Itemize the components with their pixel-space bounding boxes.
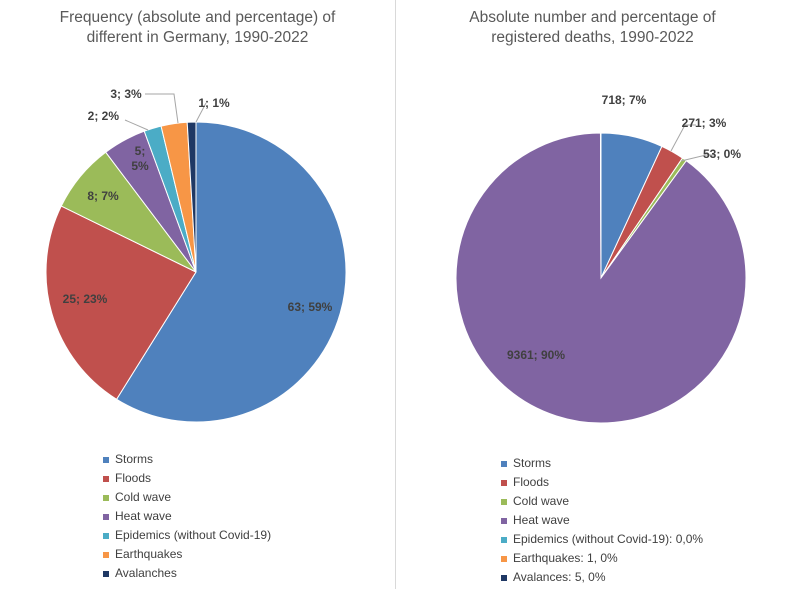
legend-label: Storms [115,452,154,466]
legend-swatch [103,494,109,501]
legend-swatch [103,570,109,577]
legend-item-cold-wave: Cold wave [501,492,703,511]
chart-title: Absolute number and percentage of regist… [396,8,789,48]
data-label-heat-wave: 9361; 90% [507,348,565,362]
legend-swatch [501,574,507,581]
legend-item-floods: Floods [103,469,271,488]
legend-item-storms: Storms [501,454,703,473]
leader-line-epidemics-without-covid-19 [124,119,149,131]
legend-swatch [501,517,507,524]
legend-label: Cold wave [513,494,570,508]
legend-swatch [103,456,109,463]
pie-chart-deaths: 718; 7% 271; 3% 53; 0% 9361; 90% [455,93,747,424]
chart-title-line-1: Absolute number and percentage of [469,9,716,26]
data-label-floods: 271; 3% [682,116,727,130]
legend-label: Epidemics (without Covid-19): 0,0% [513,532,704,546]
legend-label: Earthquakes [115,547,183,561]
legend-item-heat-wave: Heat wave [501,511,703,530]
data-label-avalanches: 1; 1% [198,96,230,110]
legend-item-earthquakes: Earthquakes: 1, 0% [501,549,703,568]
leader-line-earthquakes [145,93,179,124]
legend: Storms Floods Cold wave Heat wave Epidemics … [501,454,703,587]
panel-divider [395,0,396,589]
legend-swatch [103,551,109,558]
legend-item-epidemics-without-covid-19: Epidemics (without Covid-19) [103,526,271,545]
pie-slice-floods [45,205,197,400]
legend-swatch [103,475,109,482]
data-label-heat-wave: 5; 5% [131,144,149,173]
legend-label: Heat wave [115,509,172,523]
legend-swatch [501,555,507,562]
data-label-floods: 25; 23% [63,292,108,306]
legend-item-earthquakes: Earthquakes [103,545,271,564]
legend-label: Cold wave [115,490,172,504]
legend-item-storms: Storms [103,450,271,469]
legend-swatch [501,498,507,505]
legend-label: Floods [513,475,550,489]
data-label-epidemics-without-covid-19: 2; 2% [88,109,120,123]
leader-line-floods [670,124,696,152]
chart-title: Frequency (absolute and percentage) of d… [0,8,395,48]
chart-deaths: Absolute number and percentage of regist… [396,0,789,589]
legend: Storms Floods Cold wave Heat wave Epidemics … [103,450,271,583]
legend-item-cold-wave: Cold wave [103,488,271,507]
legend-item-epidemics-without-covid-19: Epidemics (without Covid-19): 0,0% [501,530,703,549]
chart-title-line-1: Frequency (absolute and percentage) of [59,9,336,26]
legend-item-avalanches: Avalanches [103,564,271,583]
legend-label: Heat wave [513,513,570,527]
chart-title-line-2: different in Germany, 1990-2022 [86,29,309,46]
leader-line-cold-wave [680,154,714,162]
legend-item-heat-wave: Heat wave [103,507,271,526]
data-label-cold-wave: 8; 7% [87,189,119,203]
legend-label: Storms [513,456,552,470]
legend-swatch [103,513,109,520]
pie-slice-avalanches [186,121,197,273]
data-label-storms: 63; 59% [288,300,333,314]
chart-title-line-2: registered deaths, 1990-2022 [491,29,694,46]
legend-label: Earthquakes: 1, 0% [513,551,618,565]
data-label-cold-wave: 53; 0% [703,147,741,161]
legend-swatch [501,460,507,467]
legend-label: Floods [115,471,152,485]
legend-item-floods: Floods [501,473,703,492]
leader-line-avalanches [195,102,207,123]
legend-swatch [103,532,109,539]
data-label-earthquakes: 3; 3% [110,87,142,101]
legend-label: Avalanches [115,566,177,580]
legend-swatch [501,536,507,543]
legend-label: Epidemics (without Covid-19) [115,528,272,542]
pie-slice-storms [115,121,347,423]
legend-label: Avalances: 5, 0% [513,570,606,584]
legend-item-avalances: Avalances: 5, 0% [501,568,703,587]
legend-swatch [501,479,507,486]
data-label-storms: 718; 7% [602,93,647,107]
chart-frequency: Frequency (absolute and percentage) of d… [0,8,395,583]
pie-chart-frequency: 63; 59% 25; 23% 8; 7% 5; 5% 2; 2% 3; 3% 1; 1% [45,87,347,423]
